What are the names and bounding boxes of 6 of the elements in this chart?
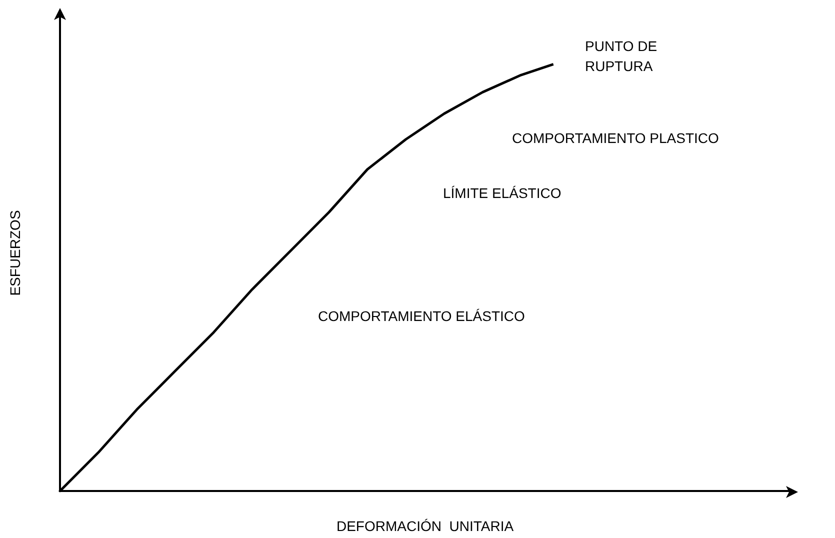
y-axis-title: ESFUERZOS bbox=[7, 210, 23, 296]
annotation: COMPORTAMIENTO ELÁSTICO bbox=[318, 308, 526, 324]
annotation: PUNTO DE RUPTURA bbox=[585, 38, 661, 74]
x-axis-title: DEFORMACIÓN UNITARIA bbox=[336, 518, 514, 534]
annotation: COMPORTAMIENTO PLASTICO bbox=[512, 130, 720, 146]
annotation: LÍMITE ELÁSTICO bbox=[443, 185, 562, 201]
